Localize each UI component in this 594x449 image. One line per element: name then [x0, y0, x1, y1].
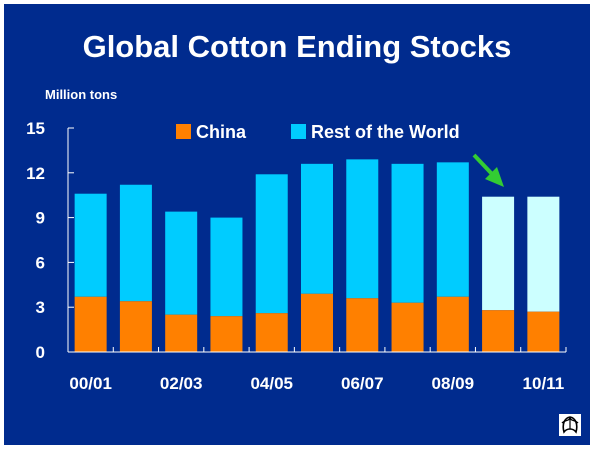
bar-rest-of-world-09/10 — [482, 196, 515, 311]
x-tick-label: 06/07 — [341, 374, 384, 393]
y-tick-label: 12 — [26, 164, 45, 183]
y-tick-label: 0 — [36, 343, 45, 362]
y-tick-label: 15 — [26, 119, 45, 138]
legend-swatch — [176, 124, 191, 139]
x-tick-label: 08/09 — [432, 374, 475, 393]
x-tick-label: 00/01 — [69, 374, 112, 393]
projection-arrow — [472, 153, 504, 187]
x-tick-label: 04/05 — [250, 374, 293, 393]
bar-rest-of-world-04/05 — [255, 174, 288, 314]
axes: 0 3 6 9 12 15 00/01 02/03 04/05 06/07 08/09 10/11 — [26, 119, 567, 393]
bar-china-02/03 — [165, 314, 198, 352]
bar-rest-of-world-02/03 — [165, 211, 198, 315]
bar-rest-of-world-01/02 — [119, 184, 152, 302]
chart: Global Cotton Ending Stocks Million tons… — [26, 29, 581, 436]
chart-title: Global Cotton Ending Stocks — [83, 29, 512, 64]
bar-china-07/08 — [391, 302, 424, 352]
bar-rest-of-world-06/07 — [346, 159, 379, 299]
bar-rest-of-world-00/01 — [74, 193, 107, 297]
bar-rest-of-world-07/08 — [391, 163, 424, 303]
legend-label: China — [196, 122, 247, 142]
cotton-boll-icon — [559, 414, 581, 436]
bar-china-06/07 — [346, 298, 379, 352]
legend: China Rest of the World — [176, 122, 460, 142]
bar-china-00/01 — [74, 296, 107, 352]
legend-label: Rest of the World — [311, 122, 460, 142]
bar-rest-of-world-03/04 — [210, 217, 243, 317]
bar-china-10/11 — [527, 311, 560, 352]
slide: Global Cotton Ending Stocks Million tons… — [4, 4, 590, 445]
y-axis-unit-label: Million tons — [45, 87, 117, 102]
legend-swatch — [291, 124, 306, 139]
x-tick-label: 10/11 — [523, 374, 565, 393]
y-tick-label: 9 — [36, 209, 45, 228]
bar-rest-of-world-08/09 — [436, 162, 469, 297]
bar-rest-of-world-10/11 — [527, 196, 560, 312]
bars — [74, 159, 560, 352]
y-tick-label: 3 — [36, 298, 45, 317]
bar-china-01/02 — [119, 301, 152, 352]
bar-china-09/10 — [482, 310, 515, 352]
x-tick-label: 02/03 — [160, 374, 203, 393]
bar-rest-of-world-05/06 — [301, 163, 333, 294]
bar-china-03/04 — [210, 316, 243, 352]
bar-china-08/09 — [436, 296, 469, 352]
bar-china-04/05 — [255, 313, 288, 352]
bar-china-05/06 — [301, 293, 333, 352]
y-tick-label: 6 — [36, 253, 45, 272]
